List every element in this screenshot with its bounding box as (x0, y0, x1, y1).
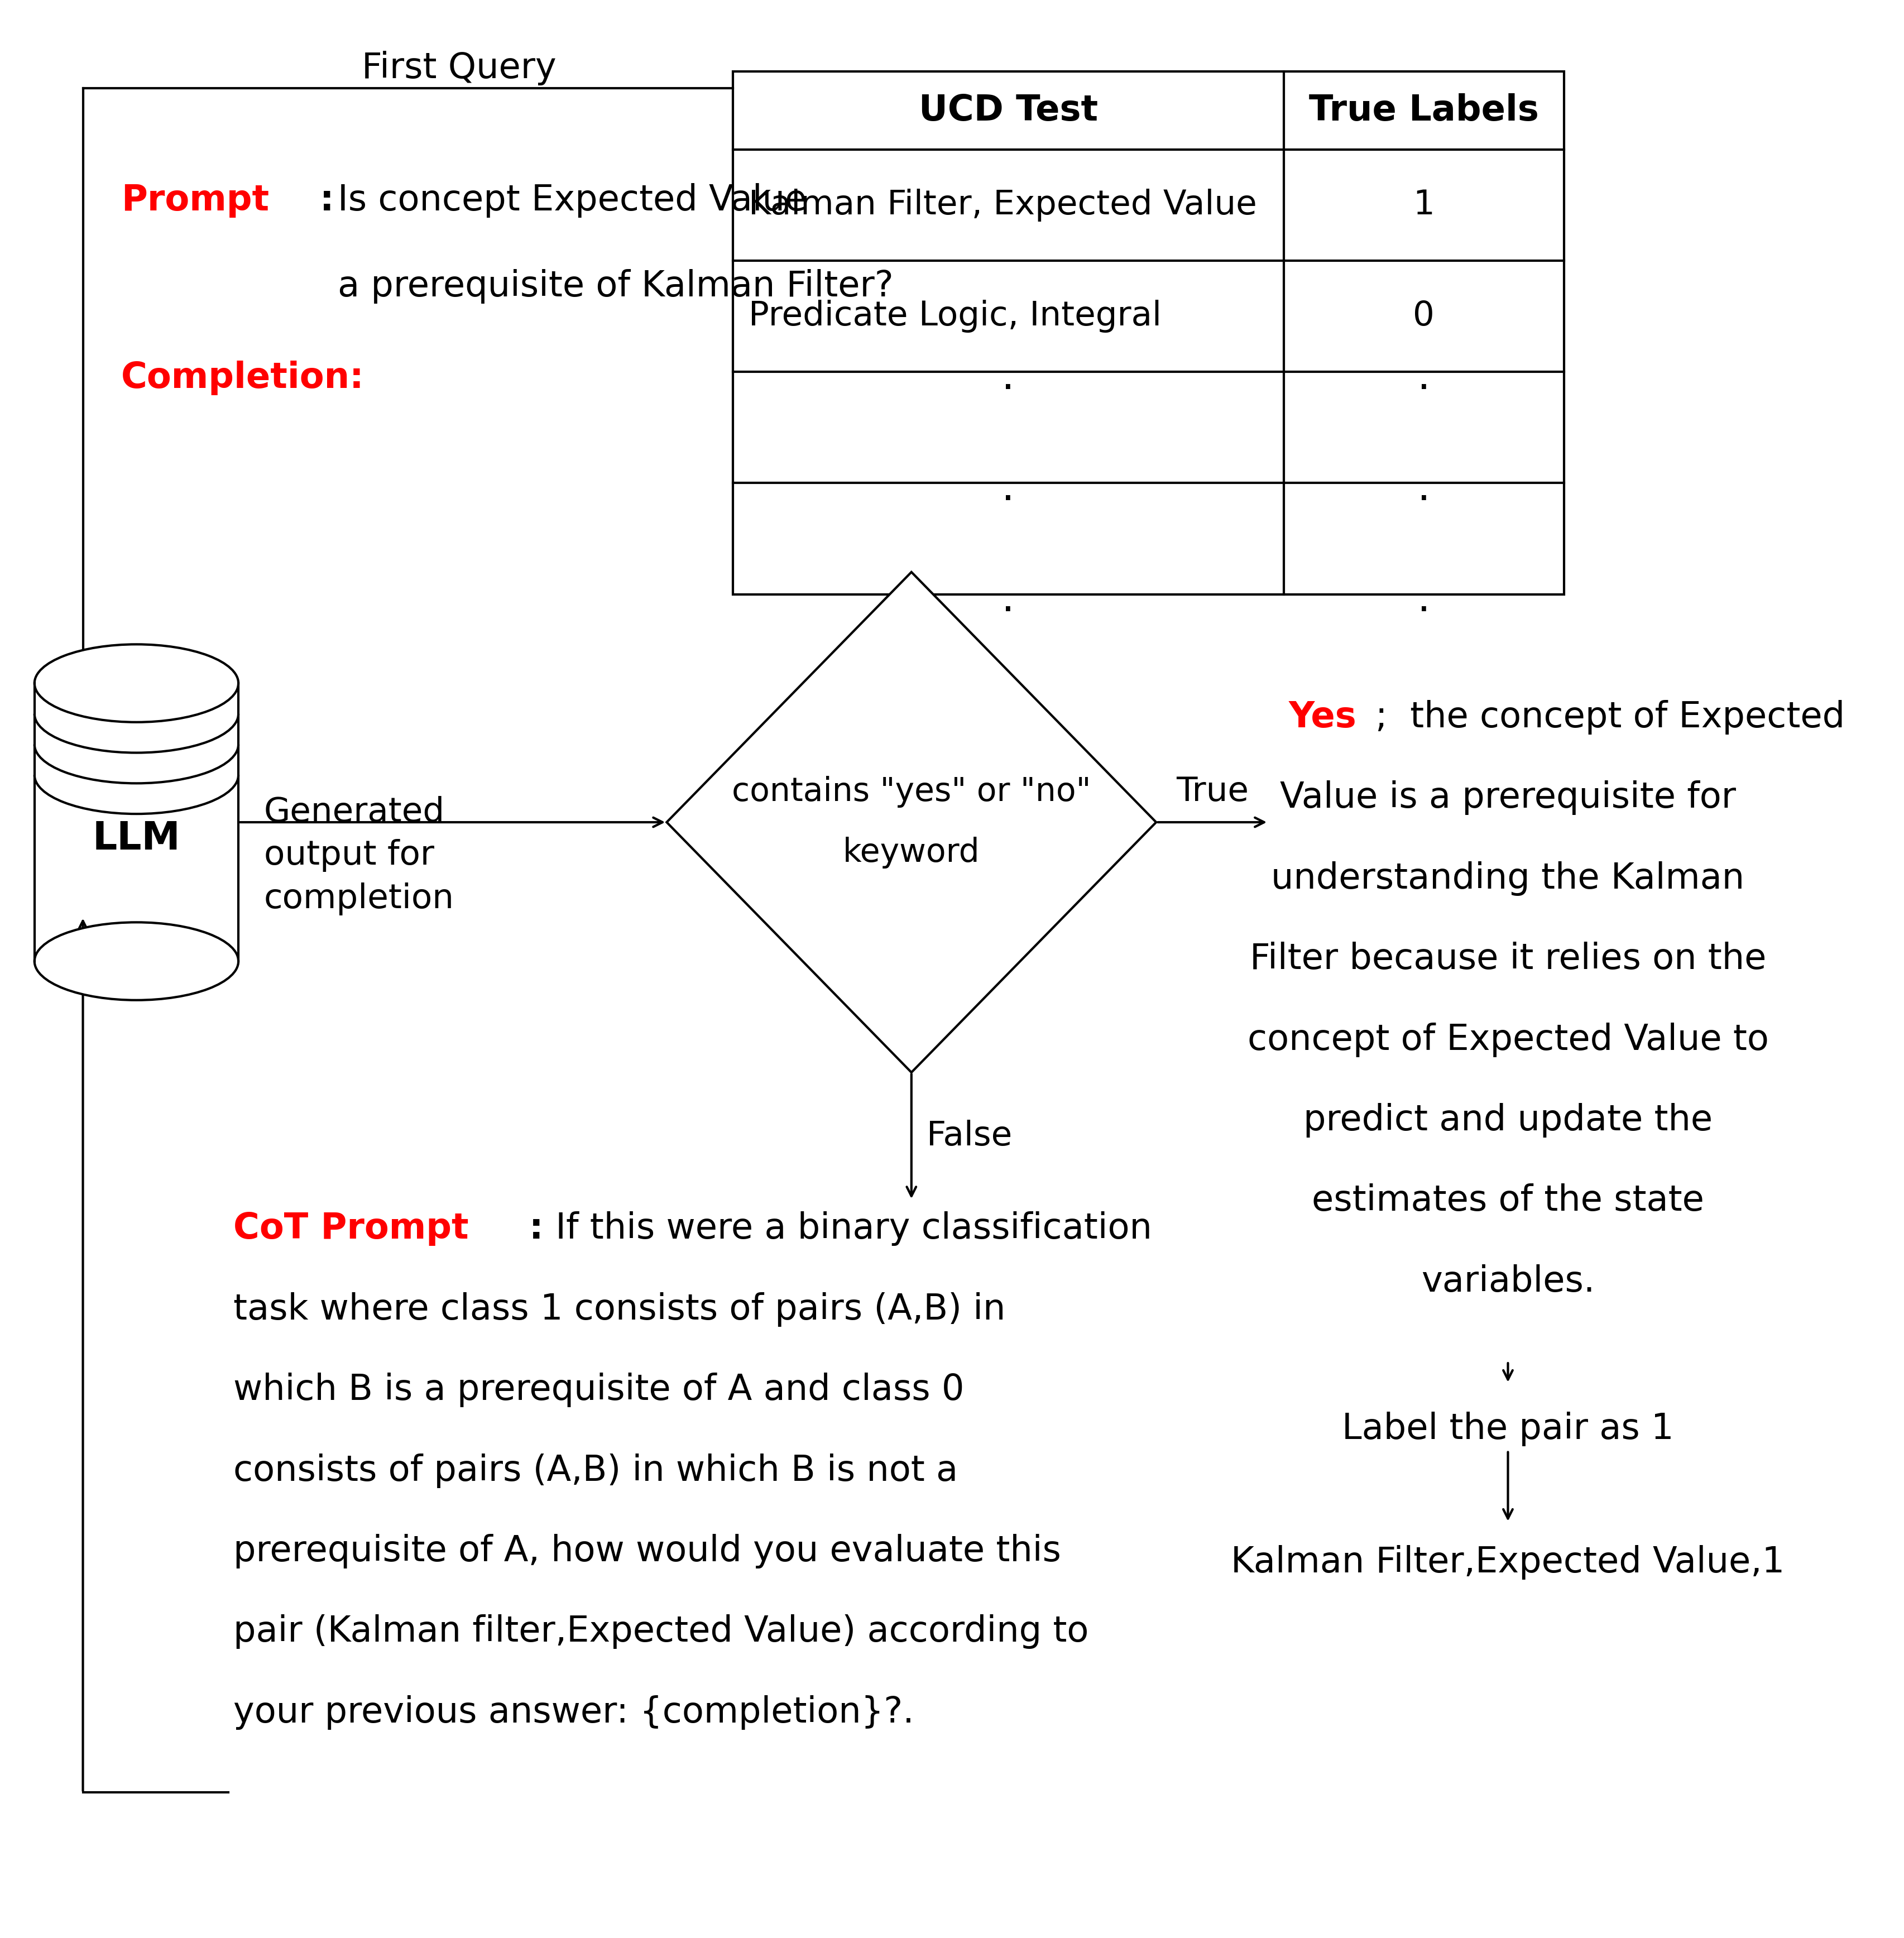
Polygon shape (666, 572, 1156, 1072)
Text: pair (Kalman filter,Expected Value) according to: pair (Kalman filter,Expected Value) acco… (234, 1614, 1089, 1649)
Text: Generated
output for
completion: Generated output for completion (265, 797, 455, 915)
Text: If this were a binary classification: If this were a binary classification (545, 1211, 1152, 1246)
Text: 0: 0 (1413, 300, 1434, 333)
Text: keyword: keyword (843, 837, 981, 868)
Text: variables.: variables. (1420, 1264, 1594, 1298)
Text: False: False (927, 1120, 1011, 1153)
Text: Yes: Yes (1289, 700, 1356, 735)
Text: ;  the concept of Expected: ; the concept of Expected (1375, 700, 1845, 735)
Text: prerequisite of A, how would you evaluate this: prerequisite of A, how would you evaluat… (234, 1533, 1061, 1568)
Text: .: . (1002, 357, 1015, 397)
Text: Value is a prerequisite for: Value is a prerequisite for (1279, 781, 1735, 816)
Text: understanding the Kalman: understanding the Kalman (1270, 860, 1744, 895)
Text: Kalman Filter,Expected Value,1: Kalman Filter,Expected Value,1 (1230, 1545, 1784, 1579)
Text: contains "yes" or "no": contains "yes" or "no" (731, 775, 1091, 808)
Ellipse shape (34, 643, 238, 723)
Text: 1: 1 (1413, 188, 1434, 221)
Text: estimates of the state: estimates of the state (1312, 1184, 1704, 1219)
Text: .: . (1417, 357, 1430, 397)
Text: a prerequisite of Kalman Filter?: a prerequisite of Kalman Filter? (337, 269, 893, 304)
Text: Label the pair as 1: Label the pair as 1 (1342, 1411, 1674, 1446)
Ellipse shape (34, 922, 238, 1000)
Text: your previous answer: {completion}?.: your previous answer: {completion}?. (234, 1696, 914, 1731)
Text: True Labels: True Labels (1308, 93, 1538, 128)
Text: predict and update the: predict and update the (1302, 1103, 1712, 1138)
Text: which B is a prerequisite of A and class 0: which B is a prerequisite of A and class… (234, 1372, 963, 1407)
Text: Filter because it relies on the: Filter because it relies on the (1249, 942, 1765, 977)
Text: :: : (320, 182, 333, 217)
Text: LLM: LLM (93, 820, 181, 859)
Text: Completion:: Completion: (122, 360, 364, 395)
Text: :: : (529, 1211, 543, 1246)
Text: concept of Expected Value to: concept of Expected Value to (1247, 1023, 1769, 1056)
Text: .: . (1002, 469, 1015, 510)
Text: .: . (1417, 579, 1430, 620)
Text: UCD Test: UCD Test (918, 93, 1097, 128)
Text: task where class 1 consists of pairs (A,B) in: task where class 1 consists of pairs (A,… (234, 1293, 1005, 1328)
Text: Prompt: Prompt (122, 182, 268, 217)
Text: Kalman Filter, Expected Value: Kalman Filter, Expected Value (748, 188, 1257, 221)
Bar (733, 72, 1563, 595)
Text: consists of pairs (A,B) in which B is not a: consists of pairs (A,B) in which B is no… (234, 1454, 958, 1488)
Text: .: . (1002, 579, 1015, 620)
Text: Predicate Logic, Integral: Predicate Logic, Integral (748, 300, 1161, 333)
Text: Is concept Expected Value: Is concept Expected Value (337, 182, 807, 217)
Text: First Query: First Query (362, 50, 556, 85)
Text: .: . (1417, 469, 1430, 510)
Bar (34, 684, 238, 961)
Text: True: True (1175, 775, 1249, 808)
Text: CoT Prompt: CoT Prompt (234, 1211, 468, 1246)
